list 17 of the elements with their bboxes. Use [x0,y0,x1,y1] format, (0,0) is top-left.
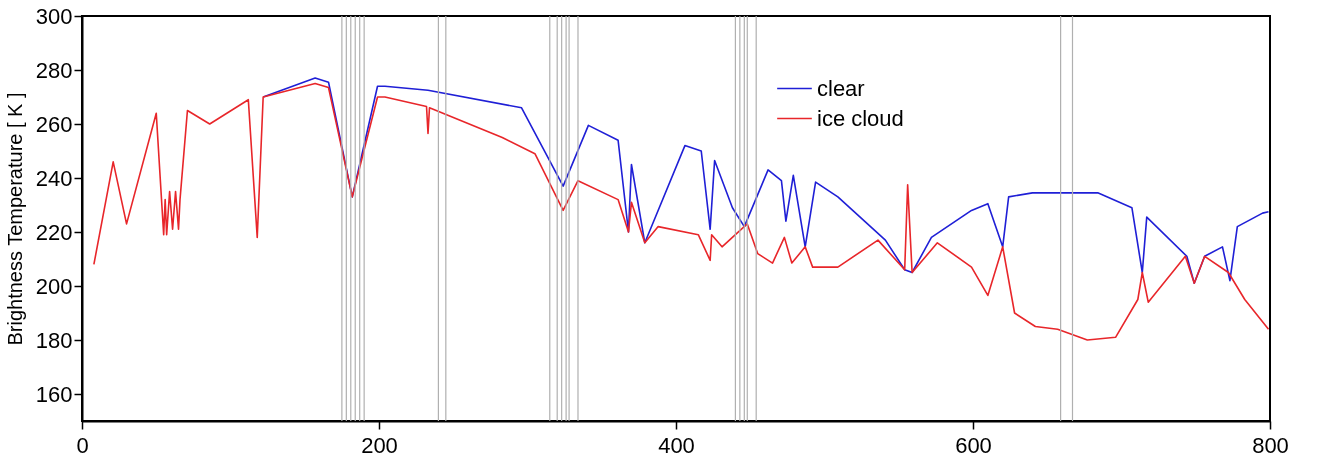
x-tick-label: 600 [955,432,992,458]
y-tick-label: 160 [35,381,73,407]
line-series [93,82,1270,341]
y-tick-label: 300 [35,3,73,29]
y-tick-label: 240 [35,165,73,191]
y-tick-label: 200 [35,273,73,299]
y-tick-label: 280 [35,57,73,83]
legend-label: ice cloud [817,105,904,131]
y-tick-label: 260 [35,111,73,137]
x-tick-label: 200 [361,432,398,458]
legend-label: clear [817,75,865,101]
x-tick-label: 800 [1252,432,1289,458]
y-tick-label: 180 [35,327,73,353]
x-tick-label: 0 [76,432,89,458]
y-axis-title: Brightness Temperature [ K ] [3,92,26,346]
x-tick-label: 400 [658,432,695,458]
y-tick-label: 220 [35,219,73,245]
